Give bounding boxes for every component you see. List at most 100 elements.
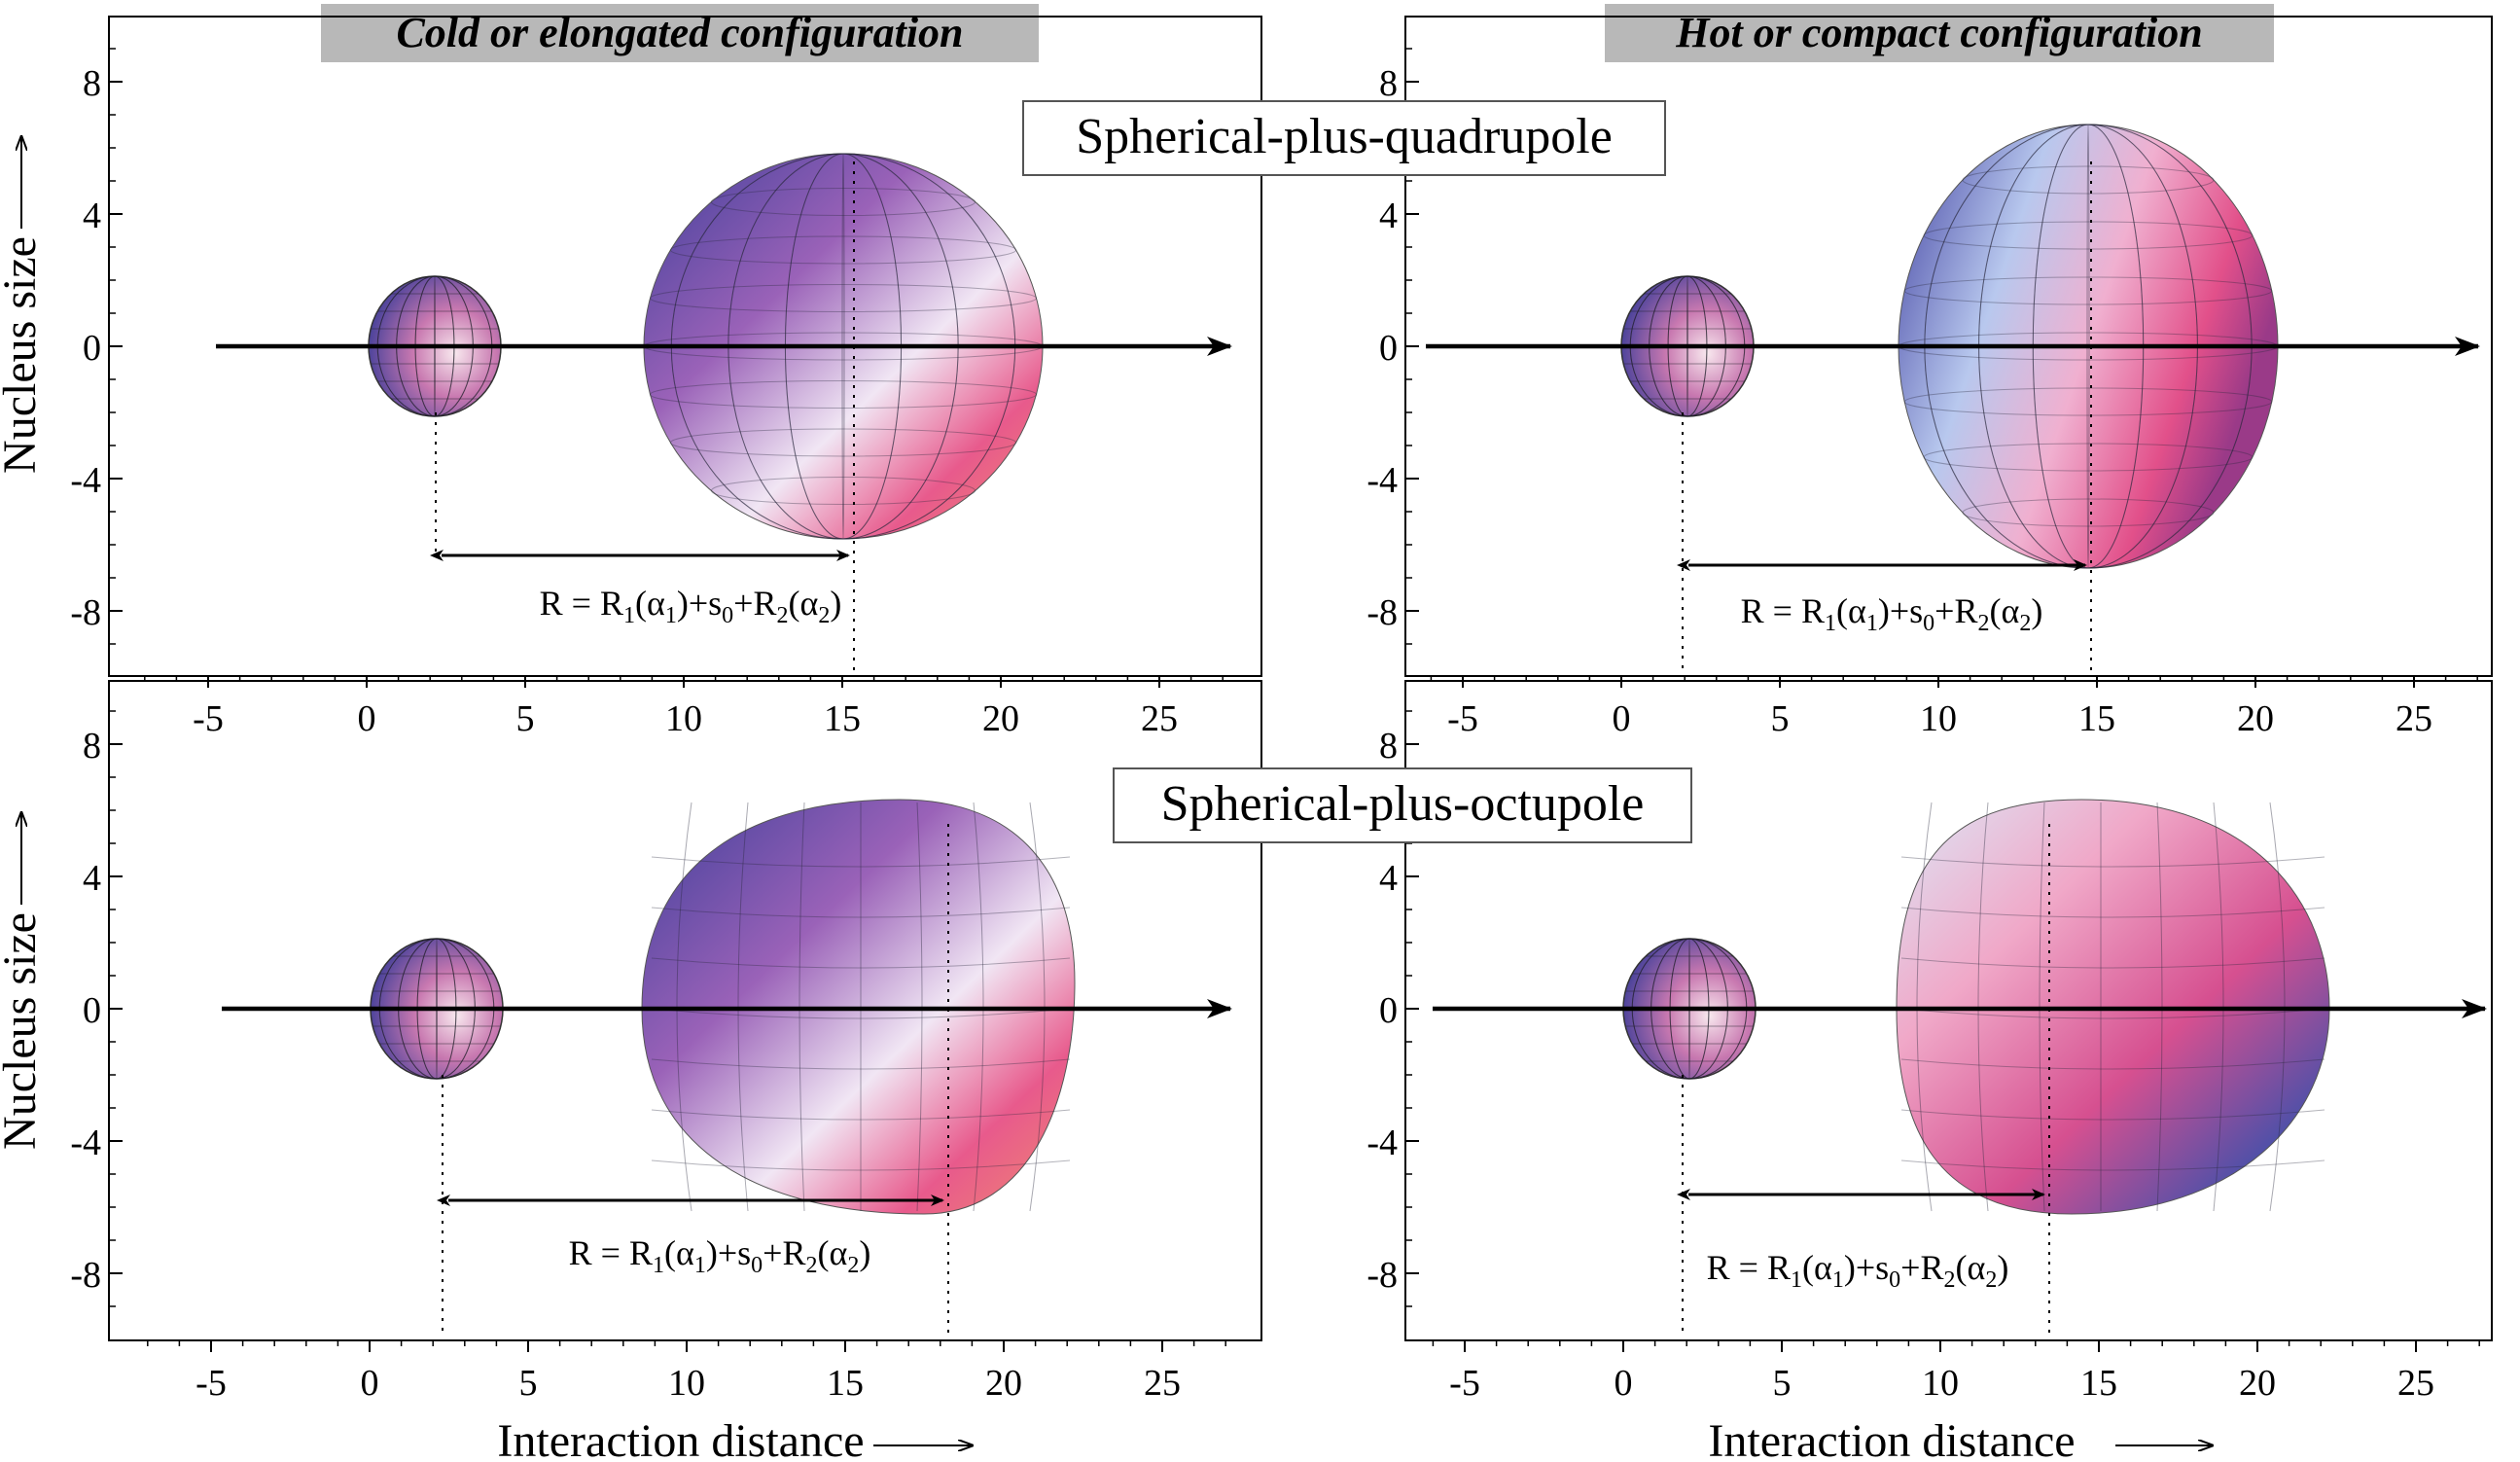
- x-tick-label: 15: [2078, 698, 2115, 739]
- y-label-top-text: Nucleus size: [0, 236, 46, 474]
- x-label-right-text: Interaction distance: [1708, 1415, 2075, 1462]
- formula-subscript: 2: [1977, 611, 1989, 636]
- separation-formula: R = R1(α1)+s0+R2(α2): [1741, 591, 2043, 636]
- formula-part: ): [2031, 591, 2042, 630]
- y-tick-label: -4: [1366, 460, 1398, 501]
- x-tick-label: -5: [193, 698, 224, 739]
- formula-subscript: 1: [653, 1253, 664, 1278]
- formula-subscript: 0: [1923, 611, 1934, 636]
- formula-part: +R: [733, 584, 776, 623]
- y-tick-label: 0: [83, 328, 101, 369]
- header-hot: Hot or compact configuration: [1605, 4, 2274, 62]
- separation-formula: R = R1(α1)+s0+R2(α2): [540, 584, 842, 628]
- grid-parallel: [1903, 387, 2273, 416]
- grid-parallel: [651, 907, 1071, 918]
- separation-formula: R = R1(α1)+s0+R2(α2): [569, 1233, 871, 1278]
- x-tick-label: 10: [1920, 698, 1957, 739]
- formula-part: )+s: [1878, 591, 1923, 630]
- x-tick-label: 20: [2237, 698, 2274, 739]
- header-cold: Cold or elongated configuration: [321, 4, 1039, 62]
- row-title-octupole-box: [1113, 767, 1692, 843]
- grid-parallel: [651, 1159, 1071, 1171]
- x-tick-label: 0: [1615, 1363, 1633, 1404]
- grid-parallel: [1900, 1159, 2325, 1171]
- x-tick-label: 10: [668, 1363, 705, 1404]
- separation-formula: R = R1(α1)+s0+R2(α2): [1707, 1248, 2009, 1293]
- x-label-left: Interaction distance: [497, 1415, 973, 1462]
- formula-part: (α: [1836, 591, 1866, 630]
- formula-part: (α: [664, 1233, 694, 1272]
- y-tick-label: -4: [70, 1123, 101, 1163]
- header-cold-bg: [321, 4, 1039, 62]
- x-tick-label: 20: [982, 698, 1019, 739]
- formula-subscript: 0: [1889, 1267, 1900, 1293]
- row-title-octupole-text: Spherical-plus-octupole: [1161, 776, 1645, 832]
- y-tick-label: 4: [1379, 858, 1398, 899]
- y-tick-label: -8: [70, 1255, 101, 1296]
- grid-parallel: [669, 235, 1017, 265]
- x-tick-label: 20: [2239, 1363, 2276, 1404]
- grid-parallel: [650, 380, 1037, 409]
- row-title-octupole: Spherical-plus-octupole: [1113, 767, 1692, 843]
- grid-parallel: [1962, 165, 2215, 195]
- formula-part: R = R: [1707, 1248, 1791, 1287]
- formula-subscript: 2: [2019, 611, 2031, 636]
- y-tick-label: -8: [1366, 1255, 1398, 1296]
- panel-oct-hot: 840-4-8-5 0 5 10 15 20 25R = R1(α1)+s0+R2(α2): [1366, 680, 2493, 1404]
- grid-parallel: [710, 477, 976, 505]
- x-label-right: Interaction distance: [1708, 1415, 2213, 1462]
- y-tick-label: 4: [83, 196, 101, 236]
- x-tick-label: -5: [195, 1363, 227, 1404]
- formula-subscript: 1: [1832, 1267, 1844, 1293]
- x-tick-label: 25: [2396, 698, 2432, 739]
- grid-parallel: [1923, 221, 2254, 250]
- x-tick-label: 0: [361, 1363, 379, 1404]
- formula-subscript: 2: [805, 1253, 817, 1278]
- panel-quad-hot: 840-4-8-5 0 5 10 15 20 25R = R1(α1)+s0+R2(α2): [1366, 16, 2493, 739]
- formula-subscript: 1: [1825, 611, 1836, 636]
- y-tick-label: 8: [83, 726, 101, 767]
- grid-parallel: [1962, 498, 2215, 527]
- y-tick-label: 8: [1379, 726, 1398, 767]
- grid-parallel: [1900, 856, 2325, 868]
- x-tick-label: 0: [358, 698, 376, 739]
- x-tick-label: 0: [1613, 698, 1631, 739]
- x-tick-label: 15: [827, 1363, 864, 1404]
- x-tick-label: 10: [1922, 1363, 1959, 1404]
- panels: 840-4-8-5 0 5 10 15 20 25R = R1(α1)+s0+R2(α2)8…: [70, 16, 2493, 1404]
- grid-parallel: [651, 957, 1071, 969]
- formula-part: ): [1997, 1248, 2008, 1287]
- formula-part: +R: [763, 1233, 805, 1272]
- grid-parallel: [669, 428, 1017, 457]
- formula-subscript: 2: [776, 603, 788, 628]
- y-tick-label: 4: [1379, 196, 1398, 236]
- formula-subscript: 2: [1985, 1267, 1997, 1293]
- x-tick-label: 25: [1144, 1363, 1181, 1404]
- row-title-quadrupole-box: [1022, 100, 1666, 176]
- formula-subscript: 2: [818, 603, 830, 628]
- x-tick-label: 5: [1773, 1363, 1792, 1404]
- x-label-left-text: Interaction distance: [497, 1415, 864, 1462]
- grid-parallel: [1900, 1058, 2325, 1070]
- y-tick-label: 8: [83, 63, 101, 104]
- panel-frame: [1404, 680, 2493, 1341]
- x-tick-label: -5: [1447, 698, 1478, 739]
- formula-part: (α: [1955, 1248, 1985, 1287]
- formula-subscript: 1: [1866, 611, 1878, 636]
- formula-subscript: 1: [665, 603, 677, 628]
- grid-parallel: [651, 1058, 1071, 1070]
- y-label-top: Nucleus size: [0, 136, 46, 474]
- formula-subscript: 0: [722, 603, 733, 628]
- formula-subscript: 1: [623, 603, 635, 628]
- y-tick-label: -4: [1366, 1123, 1398, 1163]
- grid-parallel: [1900, 907, 2325, 918]
- x-tick-label: 15: [824, 698, 861, 739]
- x-tick-label: 10: [665, 698, 702, 739]
- formula-part: (α: [788, 584, 818, 623]
- formula-subscript: 1: [1791, 1267, 1802, 1293]
- formula-subscript: 2: [847, 1253, 859, 1278]
- formula-part: +R: [1900, 1248, 1943, 1287]
- x-tick-label: 25: [1141, 698, 1178, 739]
- x-tick-label: 5: [516, 698, 535, 739]
